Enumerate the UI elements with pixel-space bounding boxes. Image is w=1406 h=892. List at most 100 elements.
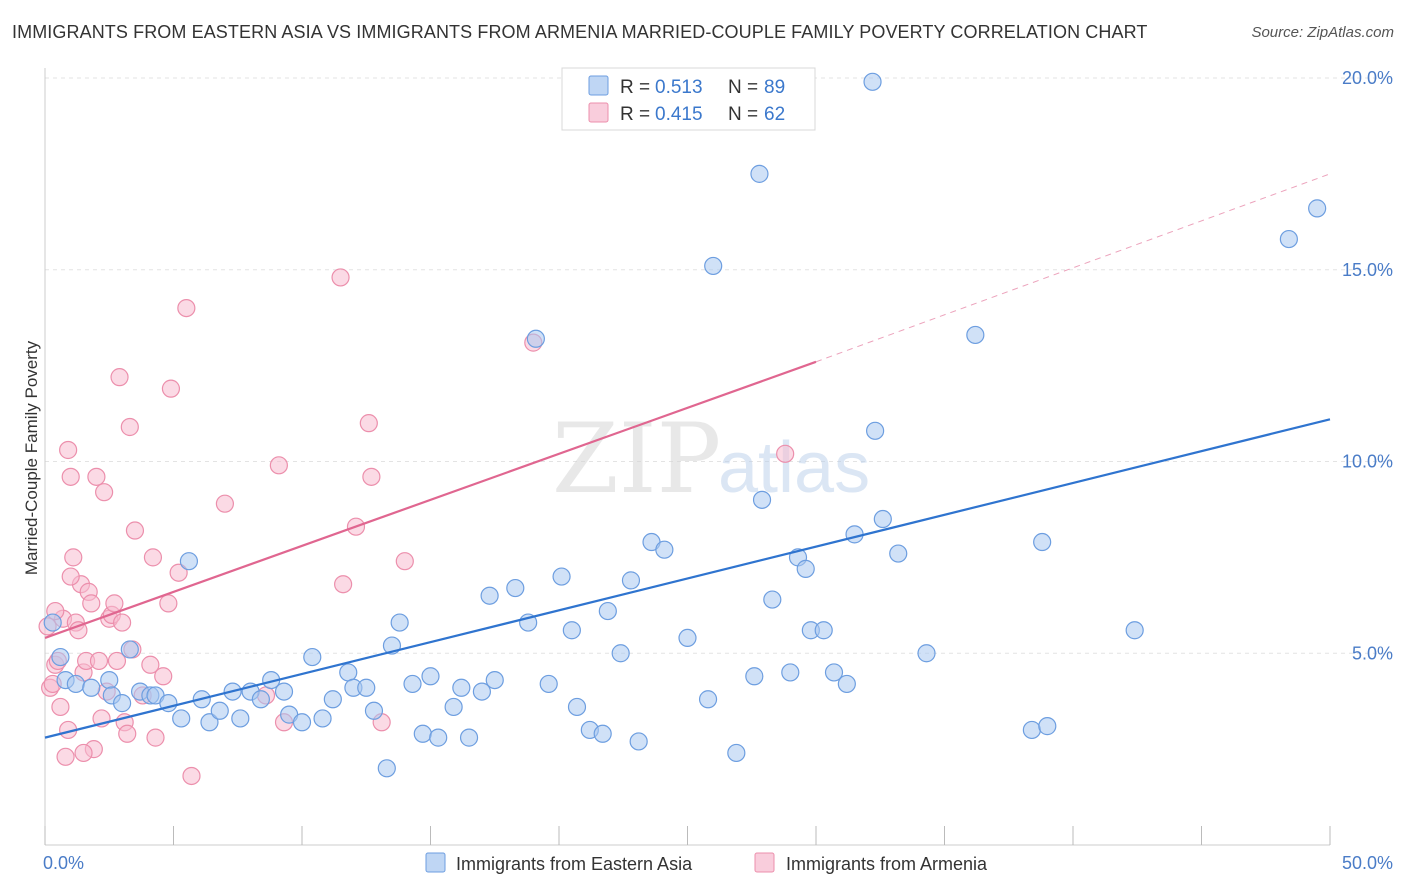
legend-n-value-eastern-asia: 89 xyxy=(764,77,785,98)
legend-r-value-eastern-asia: 0.513 xyxy=(655,77,703,98)
eastern-asia-point xyxy=(567,697,587,717)
armenia-points xyxy=(38,268,795,786)
eastern-asia-point xyxy=(452,678,471,697)
armenia-point xyxy=(331,268,350,287)
eastern-asia-point xyxy=(485,670,504,690)
armenia-point xyxy=(56,747,75,766)
source-credit: Source: ZipAtlas.com xyxy=(1251,24,1394,41)
eastern-asia-point xyxy=(82,678,101,697)
x-tick-label-min: 0.0% xyxy=(43,853,84,873)
eastern-asia-point xyxy=(750,164,769,183)
armenia-point xyxy=(169,563,188,582)
armenia-point xyxy=(69,621,88,640)
legend-n-value-armenia: 62 xyxy=(764,104,785,125)
armenia-point xyxy=(120,417,139,437)
eastern-asia-point xyxy=(562,621,581,640)
armenia-point xyxy=(107,651,127,671)
armenia-point xyxy=(362,467,381,486)
eastern-asia-point xyxy=(231,709,250,728)
eastern-asia-point xyxy=(704,256,723,276)
eastern-asia-point xyxy=(655,540,674,559)
series-legend: Immigrants from Eastern Asia Immigrants … xyxy=(425,852,988,874)
armenia-point xyxy=(141,655,160,674)
eastern-asia-point xyxy=(112,694,132,713)
armenia-point xyxy=(89,651,109,671)
eastern-asia-point xyxy=(1308,199,1327,218)
eastern-asia-point xyxy=(339,663,358,682)
armenia-point xyxy=(74,743,93,763)
eastern-asia-point xyxy=(552,567,571,586)
legend-n-label: N = xyxy=(728,77,758,98)
eastern-asia-point xyxy=(506,578,525,598)
eastern-asia-point xyxy=(421,667,440,686)
y-tick-label: 5.0% xyxy=(1352,643,1393,663)
eastern-asia-point xyxy=(480,586,499,605)
bottom-legend-swatch-eastern-asia xyxy=(425,852,446,873)
armenia-point xyxy=(59,440,78,460)
eastern-asia-point xyxy=(621,571,641,590)
armenia-point xyxy=(95,483,114,502)
grid-lines xyxy=(45,77,1392,654)
legend-r-label: R = xyxy=(620,77,650,98)
armenia-point xyxy=(215,494,234,513)
armenia-point xyxy=(161,379,181,398)
eastern-asia-point xyxy=(120,640,139,659)
armenia-point xyxy=(105,594,124,613)
trend-lines xyxy=(44,173,1331,739)
bottom-legend-swatch-armenia xyxy=(754,852,775,873)
eastern-asia-point xyxy=(763,590,782,609)
eastern-asia-point xyxy=(796,559,815,578)
eastern-asia-point xyxy=(814,621,833,640)
eastern-asia-point xyxy=(966,325,985,345)
armenia-point xyxy=(177,299,196,318)
armenia-point xyxy=(64,548,83,567)
eastern-asia-point xyxy=(100,670,119,690)
eastern-asia-point xyxy=(200,713,219,732)
eastern-asia-point xyxy=(43,613,62,632)
eastern-asia-point xyxy=(1022,720,1041,740)
trend-line-armenia-extension xyxy=(815,173,1331,363)
trend-line-eastern-asia xyxy=(44,418,1331,739)
armenia-point xyxy=(87,467,106,486)
eastern-asia-point xyxy=(403,674,422,694)
eastern-asia-point xyxy=(539,674,558,694)
watermark: ZIP atlas xyxy=(552,403,870,515)
armenia-point xyxy=(395,552,414,571)
eastern-asia-point xyxy=(251,690,270,709)
eastern-asia-point xyxy=(526,329,545,348)
legend-swatch-eastern-asia xyxy=(588,75,609,96)
armenia-point xyxy=(118,724,137,743)
eastern-asia-point xyxy=(274,682,294,701)
y-axis-label: Married-Couple Family Poverty xyxy=(22,340,41,575)
eastern-asia-point xyxy=(593,724,612,743)
eastern-asia-point xyxy=(210,701,229,720)
armenia-point xyxy=(154,667,173,686)
eastern-asia-point xyxy=(429,728,448,747)
eastern-asia-point xyxy=(678,628,697,648)
legend-r-label: R = xyxy=(620,104,650,125)
axes xyxy=(44,68,1331,846)
eastern-asia-point xyxy=(172,709,191,728)
eastern-asia-point xyxy=(727,743,746,763)
eastern-asia-point xyxy=(837,674,856,694)
y-tick-label: 15.0% xyxy=(1342,260,1393,280)
armenia-point xyxy=(112,613,132,632)
eastern-asia-point xyxy=(364,701,384,720)
armenia-point xyxy=(146,728,165,747)
eastern-asia-point xyxy=(752,490,772,509)
bottom-legend-label-eastern-asia: Immigrants from Eastern Asia xyxy=(456,854,693,874)
eastern-asia-point xyxy=(303,647,322,667)
eastern-asia-point xyxy=(323,690,342,709)
eastern-asia-point xyxy=(51,647,70,667)
legend-r-value-armenia: 0.415 xyxy=(655,104,703,125)
y-tick-label: 20.0% xyxy=(1342,68,1393,88)
eastern-asia-point xyxy=(377,759,396,778)
eastern-asia-point xyxy=(313,709,332,728)
eastern-asia-point xyxy=(1279,229,1298,249)
eastern-asia-point xyxy=(917,644,936,663)
legend-swatch-armenia xyxy=(588,102,609,123)
bottom-legend-label-armenia: Immigrants from Armenia xyxy=(786,854,988,874)
armenia-point xyxy=(61,467,80,486)
armenia-point xyxy=(334,575,353,594)
